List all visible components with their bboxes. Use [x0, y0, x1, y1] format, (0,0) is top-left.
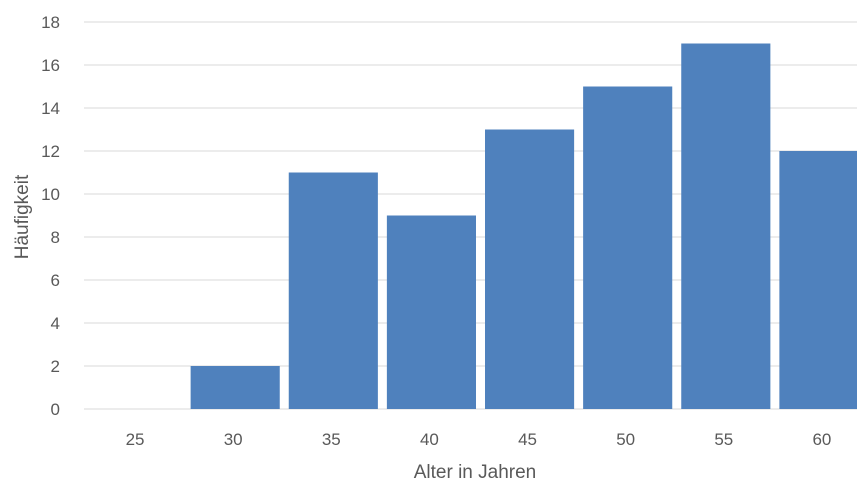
- bar-55: [681, 43, 771, 409]
- y-tick-label: 4: [51, 314, 60, 333]
- y-tick-label: 10: [41, 185, 60, 204]
- y-tick-label: 18: [41, 13, 60, 32]
- x-tick-label: 45: [518, 430, 537, 449]
- bar-50: [583, 86, 673, 409]
- y-tick-label: 16: [41, 56, 60, 75]
- y-tick-label: 6: [51, 271, 60, 290]
- y-tick-label: 2: [51, 357, 60, 376]
- x-tick-label: 55: [714, 430, 733, 449]
- bar-60: [779, 151, 857, 409]
- bar-30: [190, 366, 280, 409]
- bar-45: [485, 129, 575, 409]
- y-tick-label: 0: [51, 400, 60, 419]
- y-tick-label: 8: [51, 228, 60, 247]
- x-tick-label: 30: [224, 430, 243, 449]
- x-tick-label: 25: [126, 430, 145, 449]
- y-axis-title: Häufigkeit: [12, 174, 33, 259]
- x-tick-label: 50: [616, 430, 635, 449]
- y-axis-ticks: 0 2 4 6 8 10 12 14 16 18: [41, 13, 60, 419]
- y-tick-label: 14: [41, 99, 60, 118]
- x-axis-title: Alter in Jahren: [414, 462, 537, 483]
- y-tick-label: 12: [41, 142, 60, 161]
- x-tick-label: 40: [420, 430, 439, 449]
- x-tick-label: 60: [812, 430, 831, 449]
- bar-40: [386, 215, 476, 409]
- x-axis-ticks: 25 30 35 40 45 50 55 60: [126, 430, 832, 449]
- bars: [190, 43, 857, 409]
- bar-35: [288, 172, 378, 409]
- x-tick-label: 35: [322, 430, 341, 449]
